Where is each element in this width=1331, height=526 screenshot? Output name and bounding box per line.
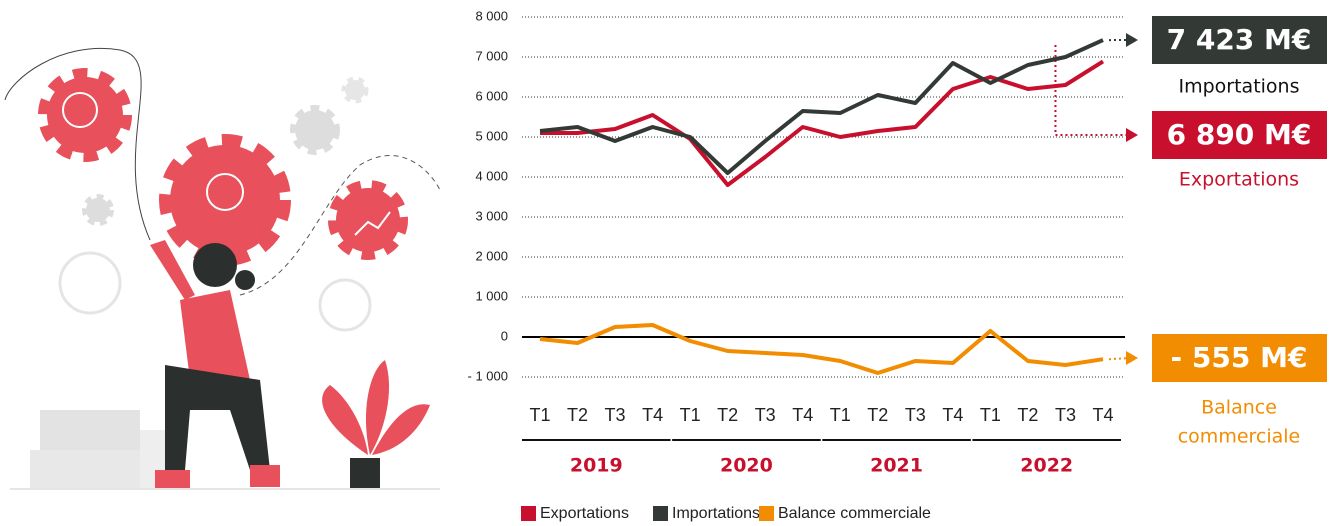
value-label: 6 890 M€: [1167, 118, 1312, 151]
year-label: 2019: [570, 455, 623, 477]
y-tick-label: 8 000: [475, 8, 508, 23]
y-tick-label: - 1 000: [468, 368, 508, 383]
series-label: commerciale: [1178, 426, 1301, 448]
x-tick-label: T3: [905, 405, 926, 425]
y-tick-label: 4 000: [475, 168, 508, 183]
legend-swatch: [759, 506, 774, 521]
x-tick-label: T4: [942, 405, 963, 425]
x-tick-label: T4: [792, 405, 813, 425]
illustration: [5, 48, 440, 489]
arrow-head: [1126, 351, 1138, 365]
legend-label: Importations: [672, 505, 760, 522]
y-tick-label: 5 000: [475, 128, 508, 143]
x-tick-label: T2: [567, 405, 588, 425]
y-tick-label: 1 000: [475, 288, 508, 303]
legend-label: Balance commerciale: [778, 505, 931, 522]
arrow-head: [1126, 33, 1138, 47]
series-line: [540, 61, 1103, 185]
x-tick-label: T1: [980, 405, 1001, 425]
year-label: 2021: [870, 455, 923, 477]
series-line: [540, 325, 1103, 373]
legend-label: Exportations: [540, 505, 629, 522]
x-tick-label: T1: [830, 405, 851, 425]
x-tick-label: T2: [1017, 405, 1038, 425]
x-tick-label: T4: [1092, 405, 1113, 425]
legend-swatch: [521, 506, 536, 521]
x-tick-label: T4: [642, 405, 663, 425]
x-tick-label: T1: [529, 405, 550, 425]
x-tick-label: T2: [717, 405, 738, 425]
series-label: Importations: [1179, 76, 1300, 98]
value-label: - 555 M€: [1171, 341, 1308, 374]
x-tick-label: T1: [680, 405, 701, 425]
y-tick-label: 2 000: [475, 248, 508, 263]
y-tick-label: 7 000: [475, 48, 508, 63]
series-line: [540, 40, 1103, 173]
x-tick-label: T3: [1055, 405, 1076, 425]
page: 8 000 7 000 6 000 5 000 4 000 3 000 2 000 1 000…: [0, 0, 1331, 526]
x-tick-label: T3: [755, 405, 776, 425]
arrow-head: [1126, 128, 1138, 142]
legend-swatch: [653, 506, 668, 521]
plot: 8 000 7 000 6 000 5 000 4 000 3 000 2 000 1 000…: [468, 8, 1327, 522]
y-tick-label: 3 000: [475, 208, 508, 223]
value-label: 7 423 M€: [1167, 23, 1312, 56]
year-label: 2022: [1020, 455, 1073, 477]
x-tick-label: T2: [867, 405, 888, 425]
year-label: 2020: [720, 455, 773, 477]
series-label: Balance: [1201, 397, 1277, 419]
x-tick-label: T3: [605, 405, 626, 425]
y-tick-label: 6 000: [475, 88, 508, 103]
series-label: Exportations: [1179, 169, 1299, 191]
y-tick-label: 0: [501, 328, 508, 343]
